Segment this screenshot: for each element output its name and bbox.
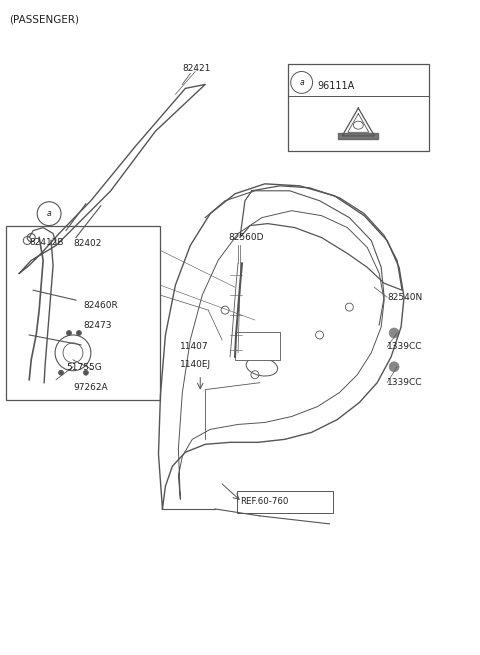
FancyBboxPatch shape <box>235 332 280 360</box>
Text: 82421: 82421 <box>182 64 211 73</box>
Text: a: a <box>47 209 51 218</box>
Text: 82412B: 82412B <box>29 238 64 247</box>
Text: 1339CC: 1339CC <box>387 378 423 387</box>
Text: 51755G: 51755G <box>66 364 102 372</box>
Text: 82473: 82473 <box>83 320 111 329</box>
Circle shape <box>59 370 63 375</box>
Text: 1140EJ: 1140EJ <box>180 360 212 369</box>
Text: 97262A: 97262A <box>73 383 108 392</box>
Text: 96111A: 96111A <box>318 81 355 92</box>
FancyBboxPatch shape <box>237 491 334 513</box>
Text: 11407: 11407 <box>180 343 209 351</box>
Text: 82560D: 82560D <box>228 233 264 242</box>
Circle shape <box>389 328 399 338</box>
Circle shape <box>84 370 88 375</box>
Text: a: a <box>300 78 304 87</box>
Text: REF.60-760: REF.60-760 <box>240 498 288 506</box>
Circle shape <box>389 362 399 372</box>
Text: 82402: 82402 <box>73 239 101 248</box>
Circle shape <box>67 331 72 335</box>
Text: 82460R: 82460R <box>83 301 118 310</box>
Text: 1339CC: 1339CC <box>387 343 423 351</box>
FancyBboxPatch shape <box>288 64 429 151</box>
Text: (PASSENGER): (PASSENGER) <box>9 15 79 25</box>
Circle shape <box>76 331 82 335</box>
FancyBboxPatch shape <box>6 225 160 400</box>
Text: 82540N: 82540N <box>387 293 422 302</box>
